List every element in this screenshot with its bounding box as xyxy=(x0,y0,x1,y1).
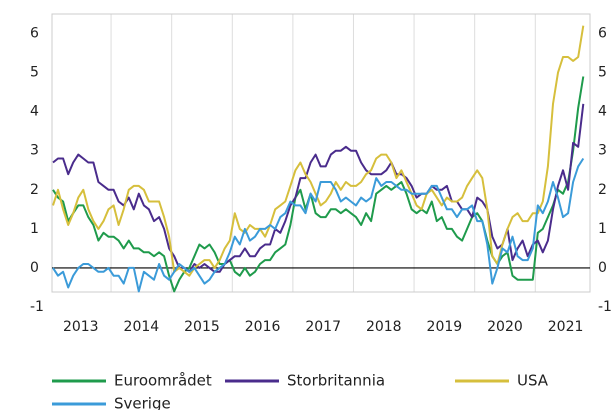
y-tick-label-right: 2 xyxy=(598,182,607,198)
y-tick-label-right: 1 xyxy=(598,221,607,237)
y-tick-label-right: 6 xyxy=(598,26,607,42)
x-tick-label: 2016 xyxy=(245,319,281,335)
y-tick-label: 2 xyxy=(30,182,39,198)
x-tick-label: 2015 xyxy=(184,319,220,335)
x-tick-label: 2014 xyxy=(124,319,160,335)
x-tick-label: 2020 xyxy=(487,319,523,335)
y-tick-label-right: 5 xyxy=(598,65,607,81)
y-tick-label-right: 0 xyxy=(598,260,607,276)
x-tick-label: 2021 xyxy=(548,319,584,335)
y-tick-label: 3 xyxy=(30,143,39,159)
x-tick-label: 2013 xyxy=(63,319,99,335)
x-tick-label: 2019 xyxy=(427,319,463,335)
legend-label: Euroområdet xyxy=(114,372,212,390)
y-tick-label: -1 xyxy=(30,299,44,315)
series-line xyxy=(52,103,585,273)
y-tick-label: 5 xyxy=(30,65,39,81)
y-tick-label: 1 xyxy=(30,221,39,237)
y-tick-label: 6 xyxy=(30,26,39,42)
series-line xyxy=(52,25,585,277)
legend-label: Sverige xyxy=(114,395,171,410)
legend-label: Storbritannia xyxy=(287,372,385,390)
y-tick-label-right: -1 xyxy=(598,299,612,315)
y-tick-label-right: 3 xyxy=(598,143,607,159)
y-tick-label: 4 xyxy=(30,104,39,120)
x-tick-label: 2018 xyxy=(366,319,402,335)
y-tick-label-right: 4 xyxy=(598,104,607,120)
series-line xyxy=(52,76,585,293)
series-line xyxy=(52,157,585,293)
y-tick-label: 0 xyxy=(30,260,39,276)
plot-frame xyxy=(51,13,591,293)
x-tick-label: 2017 xyxy=(305,319,341,335)
legend-label: USA xyxy=(517,372,549,390)
